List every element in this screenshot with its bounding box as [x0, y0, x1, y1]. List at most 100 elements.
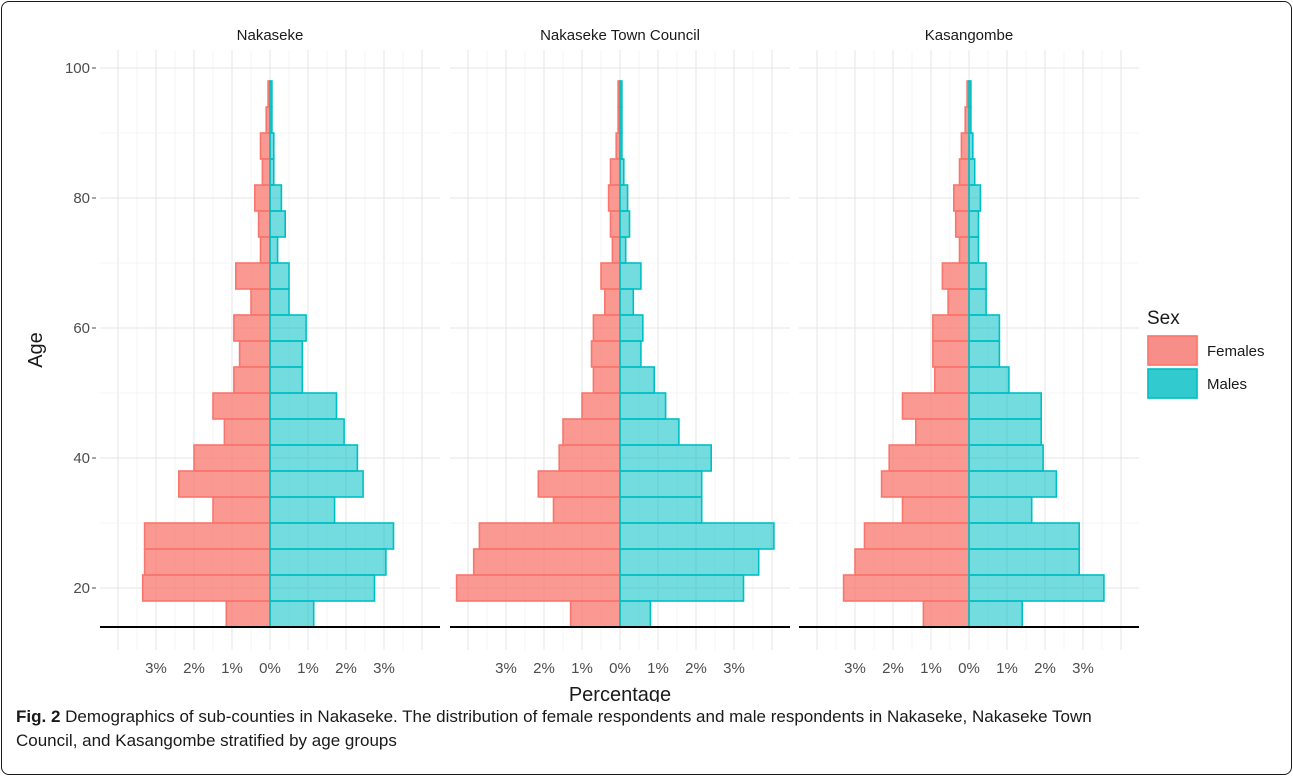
bar-male: [968, 366, 1010, 394]
caption-text-2: Council, and Kasangombe stratified by ag…: [16, 731, 397, 750]
bar-male: [269, 496, 336, 524]
bar-female: [178, 470, 271, 498]
x-axis-title: Percentage: [569, 684, 671, 702]
bar-male: [269, 340, 304, 368]
bar-female: [932, 314, 970, 342]
bar-female: [901, 496, 970, 524]
bar-male: [968, 522, 1080, 550]
bar-male: [619, 158, 625, 186]
bar-male: [619, 522, 775, 550]
bar-male: [968, 80, 972, 108]
y-axis-title: Age: [25, 332, 47, 368]
figure-caption-line-1: Fig. 2 Demographics of sub-counties in N…: [16, 705, 1276, 729]
bar-female: [954, 210, 970, 238]
bar-male: [619, 470, 703, 498]
bar-female: [922, 600, 970, 628]
bar-female: [914, 418, 970, 446]
bar-male: [619, 236, 627, 264]
bar-male: [269, 132, 275, 160]
bar-female: [958, 158, 970, 186]
bar-female: [537, 470, 621, 498]
bar-male: [269, 418, 345, 446]
bar-male: [968, 158, 976, 186]
y-tick-label: 80: [73, 190, 90, 207]
bar-male: [619, 392, 667, 420]
bar-male: [968, 262, 987, 290]
bar-male: [269, 574, 376, 602]
x-tick-label: 1%: [221, 660, 243, 677]
bar-female: [250, 288, 271, 316]
bar-female: [952, 184, 970, 212]
bar-male: [619, 314, 644, 342]
bar-female: [941, 262, 970, 290]
x-tick-label: 3%: [495, 660, 517, 677]
bar-male: [269, 444, 359, 472]
bar-female: [141, 574, 271, 602]
y-tick-label: 60: [73, 320, 90, 337]
x-tick-label: 2%: [183, 660, 205, 677]
bar-male: [968, 418, 1042, 446]
bar-male: [968, 184, 982, 212]
bar-male: [619, 600, 652, 628]
bar-female: [472, 548, 621, 576]
bar-male: [269, 522, 395, 550]
bar-male: [619, 210, 631, 238]
x-tick-label: 1%: [571, 660, 593, 677]
bar-female: [225, 600, 271, 628]
bar-male: [269, 106, 273, 134]
x-tick-label: 2%: [882, 660, 904, 677]
bar-female: [257, 210, 271, 238]
bar-male: [619, 262, 642, 290]
x-tick-label: 2%: [533, 660, 555, 677]
bar-male: [968, 548, 1080, 576]
panel-title: Kasangombe: [925, 27, 1013, 44]
bar-female: [261, 158, 271, 186]
bar-female: [958, 236, 970, 264]
bar-male: [619, 80, 623, 108]
bar-female: [842, 574, 970, 602]
bar-male: [619, 574, 745, 602]
bar-female: [223, 418, 271, 446]
legend-title: Sex: [1147, 308, 1180, 329]
bar-male: [619, 340, 642, 368]
bar-female: [592, 314, 621, 342]
bar-male: [269, 184, 283, 212]
bar-female: [238, 340, 271, 368]
x-tick-label: 1%: [996, 660, 1018, 677]
x-tick-label: 1%: [920, 660, 942, 677]
bar-male: [619, 132, 623, 160]
bar-male: [269, 600, 315, 628]
bar-male: [619, 184, 629, 212]
bar-female: [932, 340, 970, 368]
bar-male: [968, 340, 1001, 368]
bar-male: [968, 236, 980, 264]
bar-female: [259, 236, 271, 264]
bar-male: [968, 470, 1058, 498]
x-tick-label: 1%: [297, 660, 319, 677]
bar-male: [619, 496, 703, 524]
bar-female: [592, 366, 621, 394]
bar-female: [603, 288, 621, 316]
figure-caption-line-2: Council, and Kasangombe stratified by ag…: [16, 729, 1276, 753]
bar-male: [619, 418, 680, 446]
legend-entry-label: Males: [1207, 376, 1247, 393]
population-pyramid-chart: Age 20 40 60 80 100 Percentage Nakaseke 3% 2% 1% 0%…: [25, 27, 1265, 702]
bar-female: [143, 548, 271, 576]
bar-female: [960, 132, 970, 160]
x-tick-label: 3%: [723, 660, 745, 677]
panel-title: Nakaseke Town Council: [540, 27, 700, 44]
x-tick-label: 0%: [958, 660, 980, 677]
bar-female: [212, 392, 271, 420]
bar-male: [619, 444, 712, 472]
bar-female: [193, 444, 271, 472]
bar-male: [968, 444, 1044, 472]
bar-male: [619, 548, 760, 576]
bar-female: [581, 392, 621, 420]
figure-label: Fig. 2: [16, 707, 61, 726]
bar-female: [611, 236, 621, 264]
bar-female: [558, 444, 621, 472]
panel-title: Nakaseke: [237, 27, 304, 44]
bar-female: [590, 340, 621, 368]
bar-female: [609, 158, 621, 186]
